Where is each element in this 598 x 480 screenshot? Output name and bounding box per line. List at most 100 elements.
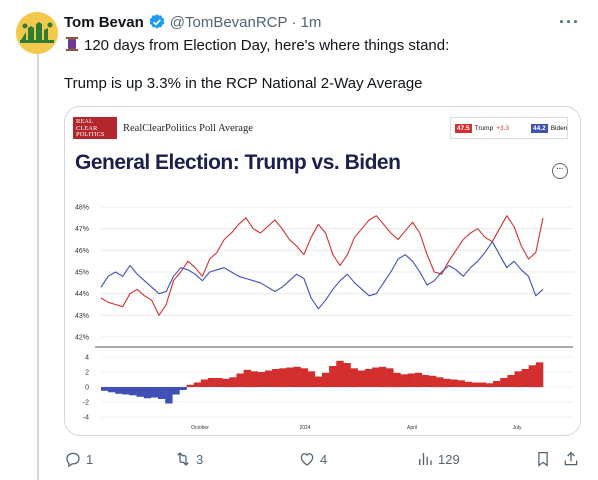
spread-bar [122,387,130,395]
views-button[interactable]: 129 [416,450,460,468]
tweet-header: Tom Bevan @TomBevanRCP · 1m [64,12,321,32]
share-icon [564,451,578,466]
chart-title: General Election: Trump vs. Biden [75,151,401,174]
retweet-count: 3 [196,451,204,467]
spread-bar [200,379,209,387]
spread-bar [307,371,316,388]
spread-bar [229,377,237,388]
bar-y-tick-label: 4 [85,355,89,362]
spread-bar [350,368,358,388]
spread-bar [257,372,266,387]
spread-bar [364,369,373,387]
series-line-trump [100,215,544,316]
bookmark-icon [538,451,548,467]
spread-bar [486,383,494,388]
header-separator: · [291,13,297,31]
tweet-text-line-2: Trump is up 3.3% in the RCP National 2-W… [64,75,423,92]
series-line-biden [100,241,544,310]
verified-badge-icon [149,14,165,29]
spread-bar [265,370,273,387]
spread-bar [436,377,444,388]
spread-bar [179,387,187,390]
media-card[interactable]: REAL CLEAR POLITICS RealClearPolitics Po… [64,106,581,436]
rcp-subtitle: RealClearPolitics Poll Average [123,122,253,134]
spread-bar [514,371,522,388]
biden-value-badge: 44.2 [531,123,548,133]
spread-bar [143,387,152,399]
spread-bar [193,382,202,387]
spread-bar [407,373,415,387]
spread-bar [272,369,280,387]
share-button[interactable] [562,450,580,468]
y-tick-label: 43% [75,313,89,320]
y-tick-label: 48% [75,205,89,212]
spread-bar [379,366,387,388]
spread-bar [165,387,173,404]
like-count: 4 [320,451,328,467]
spread-bar [443,378,451,388]
spread-bar [400,374,408,388]
chart-menu-button[interactable]: ··· [552,163,568,179]
spread-bar [115,387,123,394]
spread-bar [386,368,394,388]
spread-bar [172,387,180,395]
spread-bar [186,384,194,388]
spread-bar [314,376,323,387]
spread-bar [493,381,501,387]
bar-y-tick-label: 0 [85,385,89,392]
like-button[interactable]: 4 [298,450,327,468]
spread-bar [464,381,472,388]
spread-bar [101,387,109,391]
y-tick-label: 44% [75,291,89,298]
author-name[interactable]: Tom Bevan [64,13,144,31]
reply-count: 1 [86,451,94,467]
tweet-text-line-1: 120 days from Election Day, here's where… [64,36,449,56]
tweet-timestamp[interactable]: 1m [300,13,322,31]
heart-icon [300,453,314,466]
spread-bar [150,387,159,398]
author-handle[interactable]: @TomBevanRCP [169,13,288,31]
spread-bar [329,366,337,387]
more-options-button[interactable]: ··· [559,12,580,32]
trump-spread-label: +3.3 [496,124,510,132]
spread-bar [343,363,351,387]
spread-bar [215,378,223,387]
avatar[interactable] [16,12,58,54]
retweet-button[interactable]: 3 [174,450,203,468]
spread-bar [250,371,259,388]
y-tick-label: 47% [75,226,89,233]
spread-bar [535,362,544,388]
rcp-header: REAL CLEAR POLITICS RealClearPolitics Po… [73,117,253,139]
spread-bar [243,369,251,388]
x-tick-label: April [407,425,417,431]
bar-y-tick-label: -2 [83,400,89,407]
views-chart-icon [419,453,432,465]
spread-bar [371,367,380,387]
reply-button[interactable]: 1 [64,450,93,468]
views-count: 129 [438,451,460,467]
spread-bar [421,375,430,387]
spread-bar [300,368,308,388]
rcp-logo-line-3: POLITICS [76,131,105,138]
bar-y-tick-label: -4 [83,415,89,422]
spread-bar [158,387,166,399]
biden-legend-label: Biden [550,124,568,132]
spread-bar [279,368,287,388]
spread-bar [136,387,144,397]
chart-legend: 47.5 Trump +3.3 44.2 Biden [450,117,568,139]
bar-y-tick-label: 2 [85,370,89,377]
spread-bar [236,373,244,387]
spread-bar [207,378,216,387]
spread-bar [336,360,344,388]
spread-bar [521,369,529,387]
rcp-logo-line-1: REAL [76,118,93,125]
x-tick-label: July [513,425,522,431]
spread-bar [129,387,137,396]
reply-icon [66,452,80,468]
spread-bar [393,372,401,388]
rcp-logo-line-2: CLEAR [76,124,98,132]
spread-bar [471,382,480,387]
x-tick-label: 2024 [299,425,310,431]
bookmark-button[interactable] [534,450,552,468]
x-tick-label: October [191,425,209,431]
